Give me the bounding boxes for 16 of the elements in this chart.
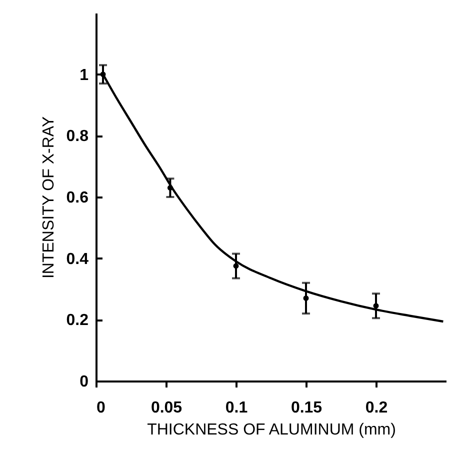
x-tick-label: 0.2 <box>365 400 388 416</box>
y-axis-title: INTENSITY OF X-RAY <box>40 116 58 279</box>
y-tick-label: 0.6 <box>66 190 89 206</box>
x-tick-label: 0.15 <box>290 400 322 416</box>
x-axis-title: THICKNESS OF ALUMINUM (mm) <box>147 422 396 438</box>
y-tick-label: 0.2 <box>66 312 89 330</box>
point <box>303 295 309 301</box>
y-tick-label: 0.4 <box>66 250 89 268</box>
y-tick-label: 0 <box>80 374 89 390</box>
x-tick-label: 0.1 <box>225 400 248 416</box>
x-tick-label: 0.05 <box>150 400 182 416</box>
point <box>233 263 239 269</box>
x-tick-label: 0 <box>96 400 106 416</box>
point <box>373 303 379 309</box>
y-tick-label: 1 <box>80 66 89 84</box>
y-tick-label: 0.8 <box>66 128 89 146</box>
